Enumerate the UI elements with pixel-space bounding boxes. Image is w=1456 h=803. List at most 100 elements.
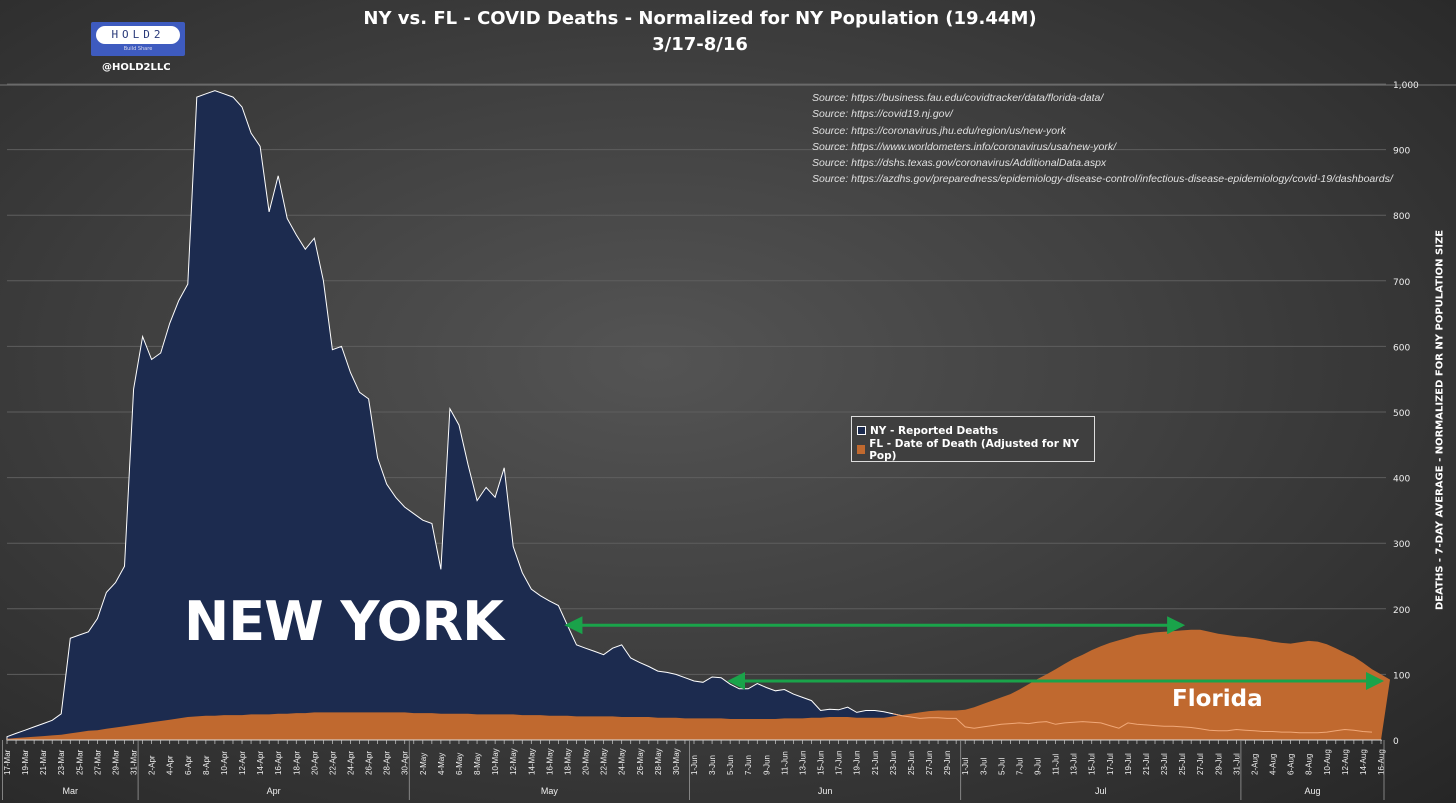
x-tick-label: 17-Jul	[1106, 753, 1115, 775]
x-tick-label: 5-Jun	[726, 755, 735, 775]
x-tick-label: 29-Jul	[1214, 753, 1223, 775]
x-tick-label: 10-Aug	[1323, 749, 1332, 775]
x-tick-label: 26-May	[636, 748, 645, 775]
twitter-handle: @HOLD2LLC	[102, 62, 171, 73]
y-tick-label: 100	[1393, 671, 1410, 681]
x-tick-label: 16-Aug	[1377, 749, 1386, 775]
month-label: Mar	[63, 786, 79, 796]
x-tick-label: 28-May	[654, 748, 663, 775]
chart-title: NY vs. FL - COVID Deaths - Normalized fo…	[0, 6, 1400, 58]
x-tick-label: 25-Jun	[907, 751, 916, 775]
x-tick-label: 19-Jul	[1124, 753, 1133, 775]
y-tick-label: 500	[1393, 409, 1410, 419]
source-line: Source: https://azdhs.gov/preparedness/e…	[812, 173, 1393, 186]
legend-item-ny: NY - Reported Deaths	[857, 421, 1089, 440]
x-tick-label: 4-Aug	[1269, 754, 1278, 775]
x-tick-label: 16-May	[545, 748, 554, 775]
x-tick-label: 13-Jun	[798, 751, 807, 775]
y-tick-label: 700	[1393, 278, 1410, 288]
legend-label-fl: FL - Date of Death (Adjusted for NY Pop)	[869, 437, 1079, 462]
x-tick-label: 10-May	[491, 748, 500, 775]
x-tick-label: 28-Apr	[383, 751, 392, 775]
x-tick-label: 2-May	[419, 753, 428, 775]
x-tick-label: 17-Mar	[3, 749, 12, 775]
x-tick-label: 13-Jul	[1070, 753, 1079, 775]
x-tick-label: 6-May	[455, 753, 464, 775]
x-tick-label: 4-May	[437, 753, 446, 775]
x-tick-label: 14-May	[527, 748, 536, 775]
x-tick-label: 19-Jun	[853, 751, 862, 775]
month-label: May	[541, 786, 559, 796]
hold2-logo: HOLD2 Build Share	[91, 22, 185, 56]
x-tick-label: 11-Jul	[1052, 754, 1061, 775]
sources-list: Source: https://business.fau.edu/covidtr…	[812, 90, 1393, 188]
legend-label-ny: NY - Reported Deaths	[870, 424, 999, 437]
x-tick-label: 15-Jul	[1088, 753, 1097, 775]
x-tick-label: 18-Apr	[292, 751, 301, 775]
legend: NY - Reported Deaths FL - Date of Death …	[851, 416, 1095, 462]
x-tick-label: 11-Jun	[780, 751, 789, 775]
x-tick-label: 23-Jun	[889, 751, 898, 775]
x-tick-label: 22-May	[600, 748, 609, 775]
x-tick-label: 6-Apr	[184, 755, 193, 775]
y-tick-label: 600	[1393, 343, 1410, 353]
x-tick-label: 9-Jul	[1034, 757, 1043, 775]
x-tick-label: 17-Jun	[835, 751, 844, 775]
x-tick-label: 31-Jul	[1232, 753, 1241, 775]
x-tick-label: 7-Jul	[1015, 757, 1024, 775]
x-tick-label: 30-May	[672, 748, 681, 775]
month-label: Aug	[1304, 786, 1320, 796]
x-tick-label: 25-Mar	[75, 749, 84, 775]
x-tick-label: 2-Apr	[148, 755, 157, 775]
x-tick-label: 21-Mar	[39, 749, 48, 775]
title-line-1: NY vs. FL - COVID Deaths - Normalized fo…	[363, 8, 1037, 29]
x-tick-label: 22-Apr	[328, 751, 337, 775]
x-tick-label: 29-Jun	[943, 751, 952, 775]
x-tick-label: 8-May	[473, 753, 482, 775]
x-tick-label: 15-Jun	[817, 751, 826, 775]
y-tick-label: 1,000	[1393, 81, 1419, 91]
x-tick-label: 6-Aug	[1287, 754, 1296, 775]
ny-swatch	[857, 426, 866, 435]
x-tick-label: 12-Apr	[238, 751, 247, 775]
source-line: Source: https://www.worldometers.info/co…	[812, 140, 1117, 153]
x-tick-label: 27-Jun	[925, 751, 934, 775]
x-tick-label: 4-Apr	[166, 755, 175, 775]
x-tick-label: 27-Jul	[1196, 753, 1205, 775]
x-tick-label: 30-Apr	[401, 751, 410, 775]
x-tick-label: 21-Jun	[871, 751, 880, 775]
source-line: Source: https://coronavirus.jhu.edu/regi…	[812, 124, 1066, 137]
fl-area	[7, 629, 1390, 740]
x-tick-label: 20-Apr	[310, 751, 319, 775]
x-tick-label: 12-Aug	[1341, 749, 1350, 775]
x-tick-label: 8-Aug	[1305, 754, 1314, 775]
y-tick-label: 900	[1393, 147, 1410, 157]
source-line: Source: https://covid19.nj.gov/	[812, 108, 953, 121]
month-label: Jul	[1095, 786, 1107, 796]
x-tick-label: 10-Apr	[220, 751, 229, 775]
source-line: Source: https://business.fau.edu/covidtr…	[812, 92, 1104, 104]
x-tick-label: 12-May	[509, 748, 518, 775]
month-label: Jun	[818, 786, 833, 796]
fl-swatch	[857, 445, 866, 454]
x-tick-label: 19-Mar	[21, 749, 30, 775]
x-tick-label: 20-May	[582, 748, 591, 775]
x-tick-label: 1-Jun	[690, 755, 699, 775]
logo-tagline: Build Share	[123, 46, 153, 52]
x-tick-label: 7-Jun	[744, 755, 753, 775]
source-line: Source: https://dshs.texas.gov/coronavir…	[812, 157, 1107, 170]
x-tick-label: 18-May	[563, 748, 572, 775]
florida-annotation: Florida	[1172, 686, 1263, 712]
legend-item-fl: FL - Date of Death (Adjusted for NY Pop)	[857, 437, 1089, 462]
y-tick-label: 200	[1393, 606, 1410, 616]
month-label: Apr	[267, 786, 281, 796]
x-tick-label: 24-Apr	[347, 751, 356, 775]
x-tick-label: 21-Jul	[1142, 753, 1151, 775]
x-tick-label: 27-Mar	[93, 749, 102, 775]
x-tick-label: 23-Mar	[57, 749, 66, 775]
title-line-2: 3/17-8/16	[652, 34, 748, 55]
logo-text: HOLD2	[96, 26, 180, 44]
new-york-annotation: NEW YORK	[184, 590, 504, 653]
x-tick-label: 14-Apr	[256, 751, 265, 775]
x-tick-label: 16-Apr	[274, 751, 283, 775]
